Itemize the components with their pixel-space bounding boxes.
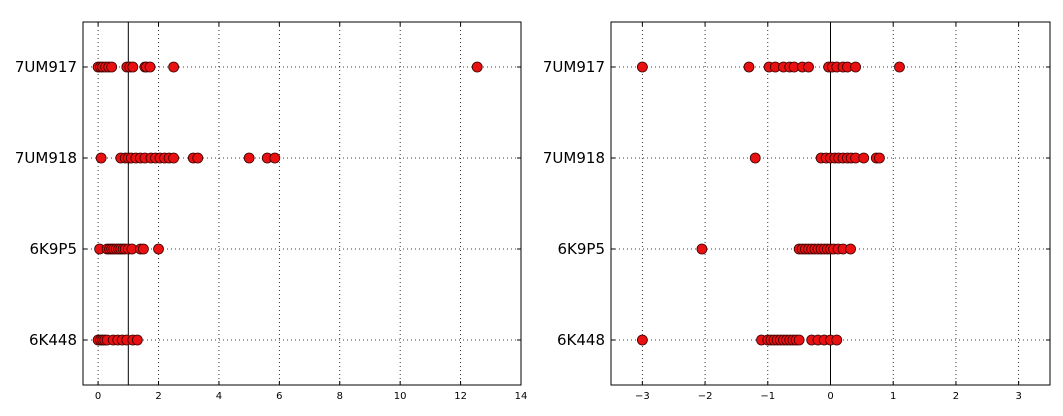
left-panel: 0 2 4 6 8 10 12 14 7UM917 7UM918 6K9P5 6K448: [15, 21, 528, 402]
right-panel: −3 −2 −1 0 1 2 3 7UM917 7UM918 6K9P5 6K448: [543, 21, 1051, 402]
data-point: [793, 334, 805, 346]
data-point: [131, 334, 143, 346]
category-label: 7UM917: [15, 58, 77, 76]
x-tick-label: 4: [216, 391, 222, 402]
data-point: [831, 334, 843, 346]
x-tick-label: 2: [953, 391, 959, 402]
x-tick-label: 12: [454, 391, 467, 402]
category-label: 6K448: [29, 331, 77, 349]
x-tick-label: 6: [276, 391, 282, 402]
x-tick-label: 14: [515, 391, 528, 402]
data-point: [243, 152, 255, 164]
category-label: 6K448: [557, 331, 605, 349]
category-label: 6K9P5: [557, 240, 605, 258]
x-tick-label: 3: [1015, 391, 1021, 402]
data-point: [749, 152, 761, 164]
data-point: [144, 61, 156, 73]
data-point: [743, 61, 755, 73]
category-label: 6K9P5: [29, 240, 77, 258]
data-point: [269, 152, 281, 164]
data-point: [106, 61, 118, 73]
data-point: [858, 152, 870, 164]
data-point: [894, 61, 905, 73]
axes-frame: [82, 21, 522, 386]
x-tick-label: 0: [827, 391, 833, 402]
data-point: [192, 152, 204, 164]
x-tick-label: 0: [95, 391, 101, 402]
data-point: [168, 152, 180, 164]
data-point: [138, 243, 149, 255]
data-point: [168, 61, 180, 73]
x-tick-label: −1: [760, 391, 775, 402]
category-label: 7UM917: [543, 58, 605, 76]
data-point: [874, 152, 885, 164]
axes-frame: [610, 21, 1051, 386]
data-point: [803, 61, 814, 73]
category-label: 7UM918: [15, 149, 77, 167]
data-point: [850, 61, 861, 73]
data-point: [845, 243, 856, 255]
data-point: [636, 61, 648, 73]
x-tick-label: 8: [337, 391, 343, 402]
data-point: [471, 61, 483, 73]
data-point: [696, 243, 708, 255]
category-label: 7UM918: [543, 149, 605, 167]
data-point: [95, 152, 107, 164]
data-point: [636, 334, 648, 346]
data-point: [153, 243, 164, 255]
x-tick-label: 2: [155, 391, 161, 402]
x-tick-label: 10: [394, 391, 407, 402]
x-tick-label: 1: [890, 391, 896, 402]
x-tick-label: −2: [698, 391, 713, 402]
data-point: [127, 61, 139, 73]
x-tick-label: −3: [635, 391, 650, 402]
